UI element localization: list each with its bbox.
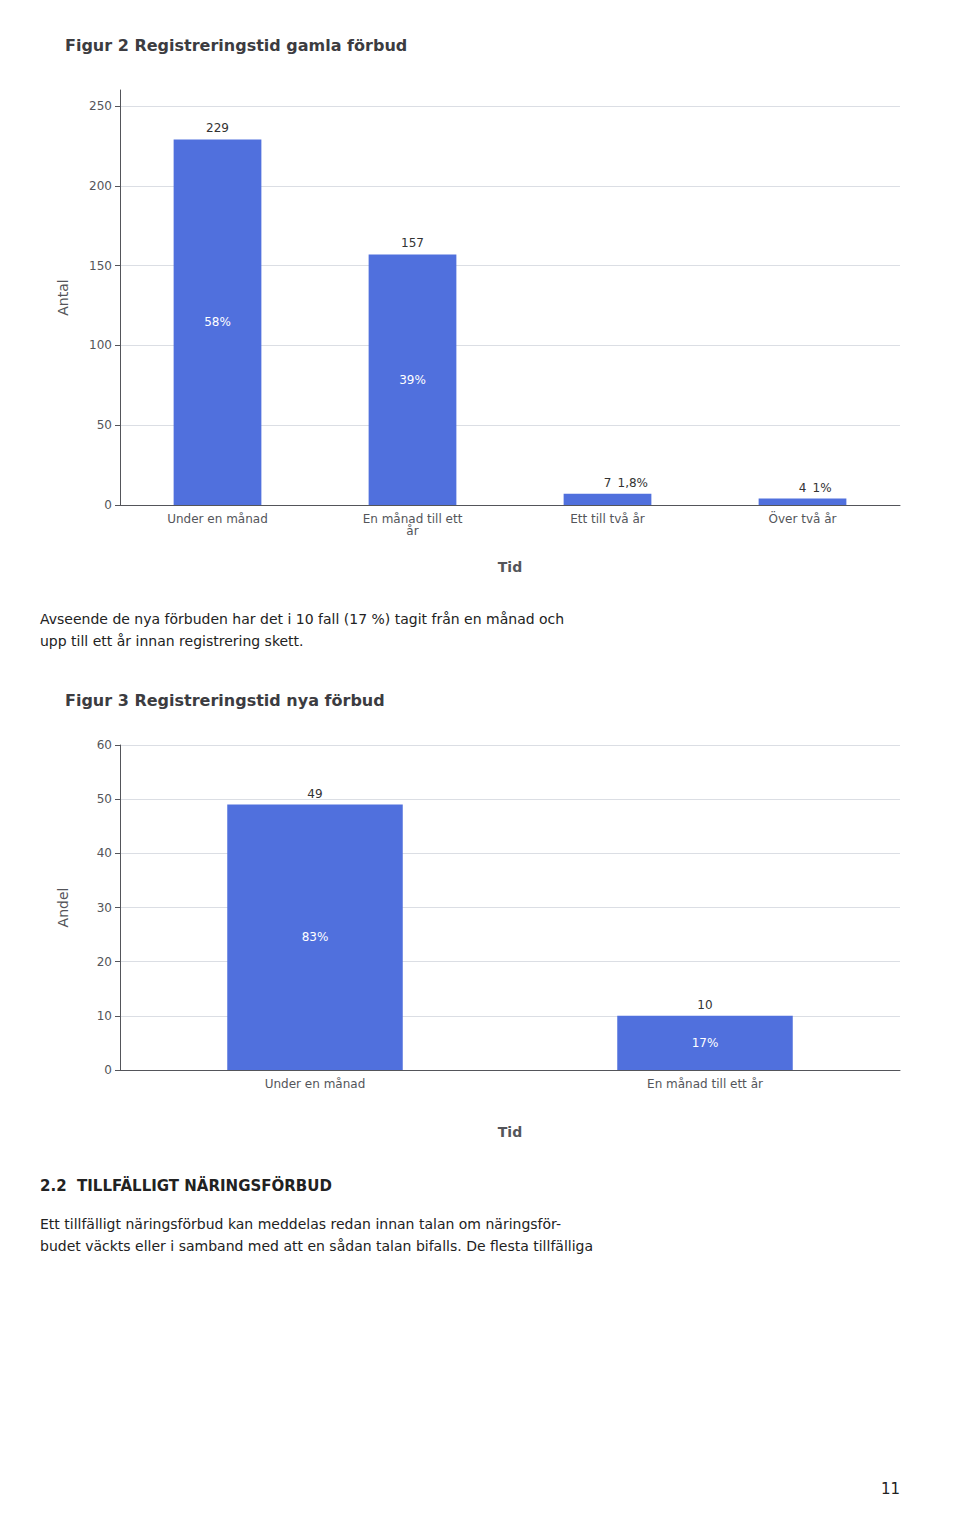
svg-text:1,8%: 1,8% [618,476,649,490]
svg-text:83%: 83% [302,930,329,944]
html-text:Avseende de nya förbuden har d: Avseende de nya förbuden har det i 10 fa… [40,611,565,650]
svg-text:En månad till ett år: En månad till ett år [647,1077,763,1091]
svg-text:157: 157 [401,236,424,250]
svg-text:39%: 39% [399,373,426,387]
svg-text:0: 0 [104,1063,112,1077]
svg-text:Ett till två år: Ett till två år [570,512,645,526]
svg-text:30: 30 [97,900,112,914]
svg-text:Antal: Antal [55,279,71,315]
svg-text:0: 0 [104,498,112,512]
svg-text:år: år [406,524,418,538]
svg-text:10: 10 [97,1009,112,1023]
svg-text:17%: 17% [692,1036,719,1050]
svg-text:229: 229 [206,121,229,135]
svg-text:Andel: Andel [55,887,71,927]
svg-text:60: 60 [97,738,112,752]
svg-text:10: 10 [697,998,712,1012]
svg-text:Över två år: Över två år [769,510,837,526]
svg-text:4: 4 [799,481,807,495]
svg-text:En månad till ett: En månad till ett [362,512,463,526]
svg-text:Tid: Tid [498,559,522,575]
svg-text:49: 49 [307,786,322,800]
svg-text:200: 200 [89,179,112,193]
svg-text:250: 250 [89,99,112,113]
svg-text:50: 50 [97,418,112,432]
svg-text:150: 150 [89,259,112,273]
svg-text:Under en månad: Under en månad [265,1077,366,1091]
svg-text:1%: 1% [813,481,832,495]
html-text:11: 11 [880,1480,900,1498]
svg-text:100: 100 [89,338,112,352]
svg-text:50: 50 [97,792,112,806]
html-text:Ett tillfälligt näringsförbud: Ett tillfälligt näringsförbud kan meddel… [40,1215,593,1255]
html-text:2.2 TILLFÄLLIGT NÄRINGSFÖRBUD: 2.2 TILLFÄLLIGT NÄRINGSFÖRBUD [40,1176,332,1195]
svg-text:Figur 3 Registreringstid nya f: Figur 3 Registreringstid nya förbud [65,690,385,709]
svg-text:7: 7 [604,476,612,490]
svg-text:Under en månad: Under en månad [167,512,268,526]
svg-text:40: 40 [97,846,112,860]
svg-text:Tid: Tid [498,1124,522,1140]
svg-text:Figur 2 Registreringstid gamla: Figur 2 Registreringstid gamla förbud [65,36,407,55]
svg-text:58%: 58% [204,315,231,329]
svg-text:20: 20 [97,954,112,968]
